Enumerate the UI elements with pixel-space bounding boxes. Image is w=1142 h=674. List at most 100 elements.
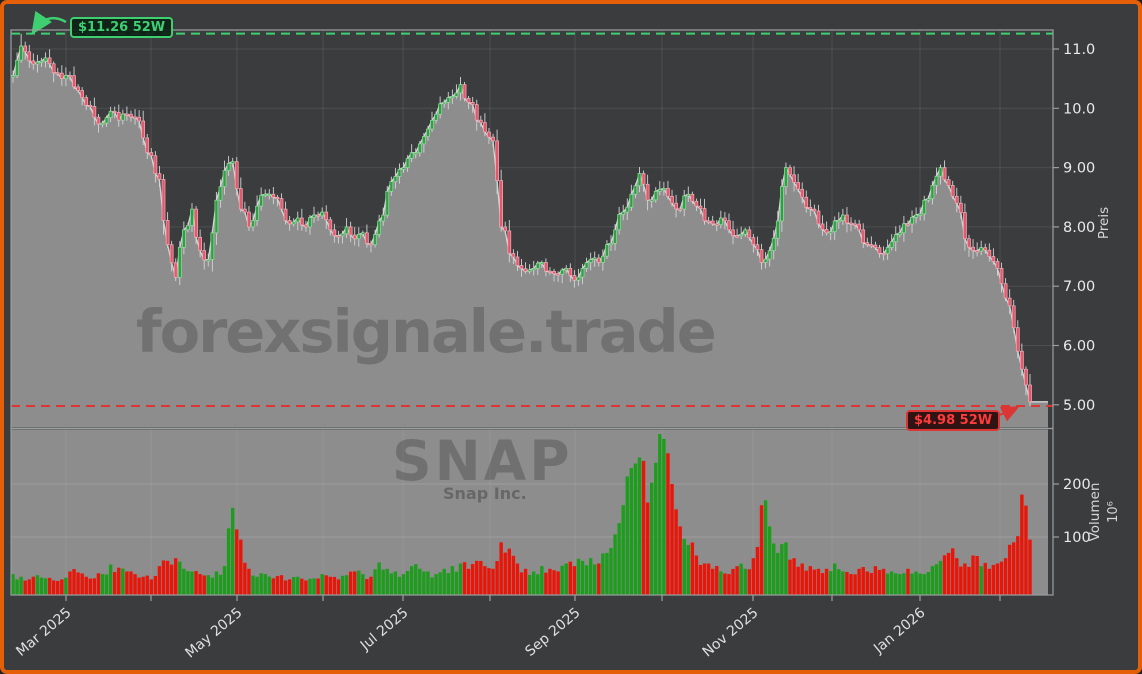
volume-bar	[483, 566, 487, 595]
candle-body	[324, 211, 329, 221]
candle-body	[967, 238, 971, 248]
plot-frame	[10, 29, 1054, 596]
candle-body	[865, 242, 870, 246]
candle-body	[483, 122, 487, 133]
volume-bar	[784, 542, 788, 595]
volume-bar	[629, 468, 634, 595]
volume-bar	[877, 570, 882, 595]
volume-bar	[719, 571, 723, 595]
volume-bar	[540, 566, 544, 595]
volume-bar	[206, 575, 210, 595]
volume-bar	[458, 563, 463, 595]
volume-bar	[194, 571, 198, 595]
volume-bar	[617, 523, 621, 595]
candle-body	[450, 96, 455, 99]
candle-body	[678, 208, 683, 211]
candle-body	[369, 243, 373, 246]
volume-bar	[438, 572, 442, 595]
volume-bar	[27, 579, 31, 595]
candle-body	[198, 236, 202, 251]
volume-bar	[255, 576, 259, 595]
volume-bar	[597, 563, 601, 595]
candle-body	[157, 173, 162, 180]
volume-tick-label: 100	[1063, 530, 1091, 546]
volume-bar	[588, 558, 593, 595]
volume-bar	[296, 576, 300, 595]
candle-body	[544, 262, 548, 272]
volume-bar	[479, 560, 483, 595]
candle-body	[881, 253, 886, 256]
candle-body	[601, 255, 605, 263]
candle-body	[120, 113, 125, 121]
volume-bar	[47, 577, 52, 595]
volume-bar	[186, 571, 190, 595]
volume-bar	[942, 555, 947, 595]
volume-bar	[926, 572, 930, 595]
volume-bar	[865, 571, 869, 595]
candle-body	[11, 75, 15, 78]
volume-bar	[68, 571, 72, 595]
candle-body	[930, 185, 935, 199]
volume-bar	[340, 575, 345, 595]
price-tick-label: 9.00	[1063, 161, 1095, 177]
volume-bar	[702, 563, 707, 595]
candle-body	[1028, 384, 1032, 403]
candle-body	[149, 152, 154, 157]
candle-body	[210, 232, 215, 260]
candle-body	[295, 217, 300, 223]
candle-body	[312, 214, 316, 218]
candle-body	[226, 163, 231, 171]
volume-bar	[979, 566, 983, 595]
candle-body	[906, 223, 910, 226]
volume-bar	[357, 570, 361, 595]
volume-bar	[279, 575, 284, 595]
volume-bar	[747, 569, 752, 595]
volume-bar	[426, 571, 430, 595]
volume-bar	[133, 574, 137, 595]
candle-body	[576, 276, 581, 281]
candle-body	[702, 208, 707, 222]
candle-body	[511, 253, 516, 258]
x-tick-label: Jul 2025	[357, 605, 412, 655]
candle-body	[633, 185, 638, 195]
volume-bar	[178, 561, 182, 595]
candle-body	[706, 220, 711, 223]
volume-bar	[938, 560, 943, 595]
x-tick-label: Mar 2025	[13, 605, 74, 660]
volume-bar	[43, 578, 48, 595]
candle-body	[552, 271, 556, 275]
candle-body	[446, 97, 451, 103]
volume-bar	[532, 571, 536, 595]
candle-body	[767, 250, 772, 260]
candle-body	[556, 273, 560, 276]
candle-body	[784, 167, 788, 187]
volume-bar	[706, 563, 711, 595]
volume-bar	[857, 568, 861, 595]
candle-body	[694, 200, 699, 207]
candle-body	[100, 122, 105, 125]
candle-body	[613, 229, 617, 244]
candle-body	[714, 223, 719, 226]
candle-body	[885, 247, 890, 254]
volume-bar	[739, 563, 743, 595]
volume-bar	[690, 542, 695, 595]
volume-bar	[450, 566, 455, 595]
volume-bar	[1012, 542, 1016, 595]
candle-body	[1024, 368, 1028, 386]
volume-bar	[271, 578, 276, 595]
candle-body	[869, 244, 874, 247]
candle-body	[96, 116, 101, 125]
volume-bar	[710, 568, 715, 595]
volume-bar	[222, 566, 227, 595]
candle-body	[173, 262, 178, 278]
price-tick-label: 10.0	[1063, 101, 1095, 117]
candle-body	[739, 233, 744, 237]
volume-bar	[662, 438, 666, 595]
candle-body	[527, 269, 532, 272]
candle-body	[922, 199, 927, 215]
candle-body	[759, 249, 764, 263]
candle-body	[596, 257, 601, 263]
volume-bar	[117, 567, 121, 595]
candle-body	[80, 90, 85, 98]
candle-body	[674, 202, 678, 210]
